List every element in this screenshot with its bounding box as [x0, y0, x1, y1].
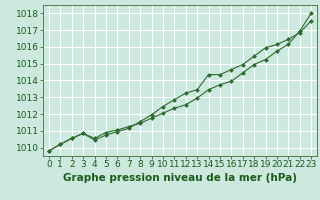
X-axis label: Graphe pression niveau de la mer (hPa): Graphe pression niveau de la mer (hPa): [63, 173, 297, 183]
